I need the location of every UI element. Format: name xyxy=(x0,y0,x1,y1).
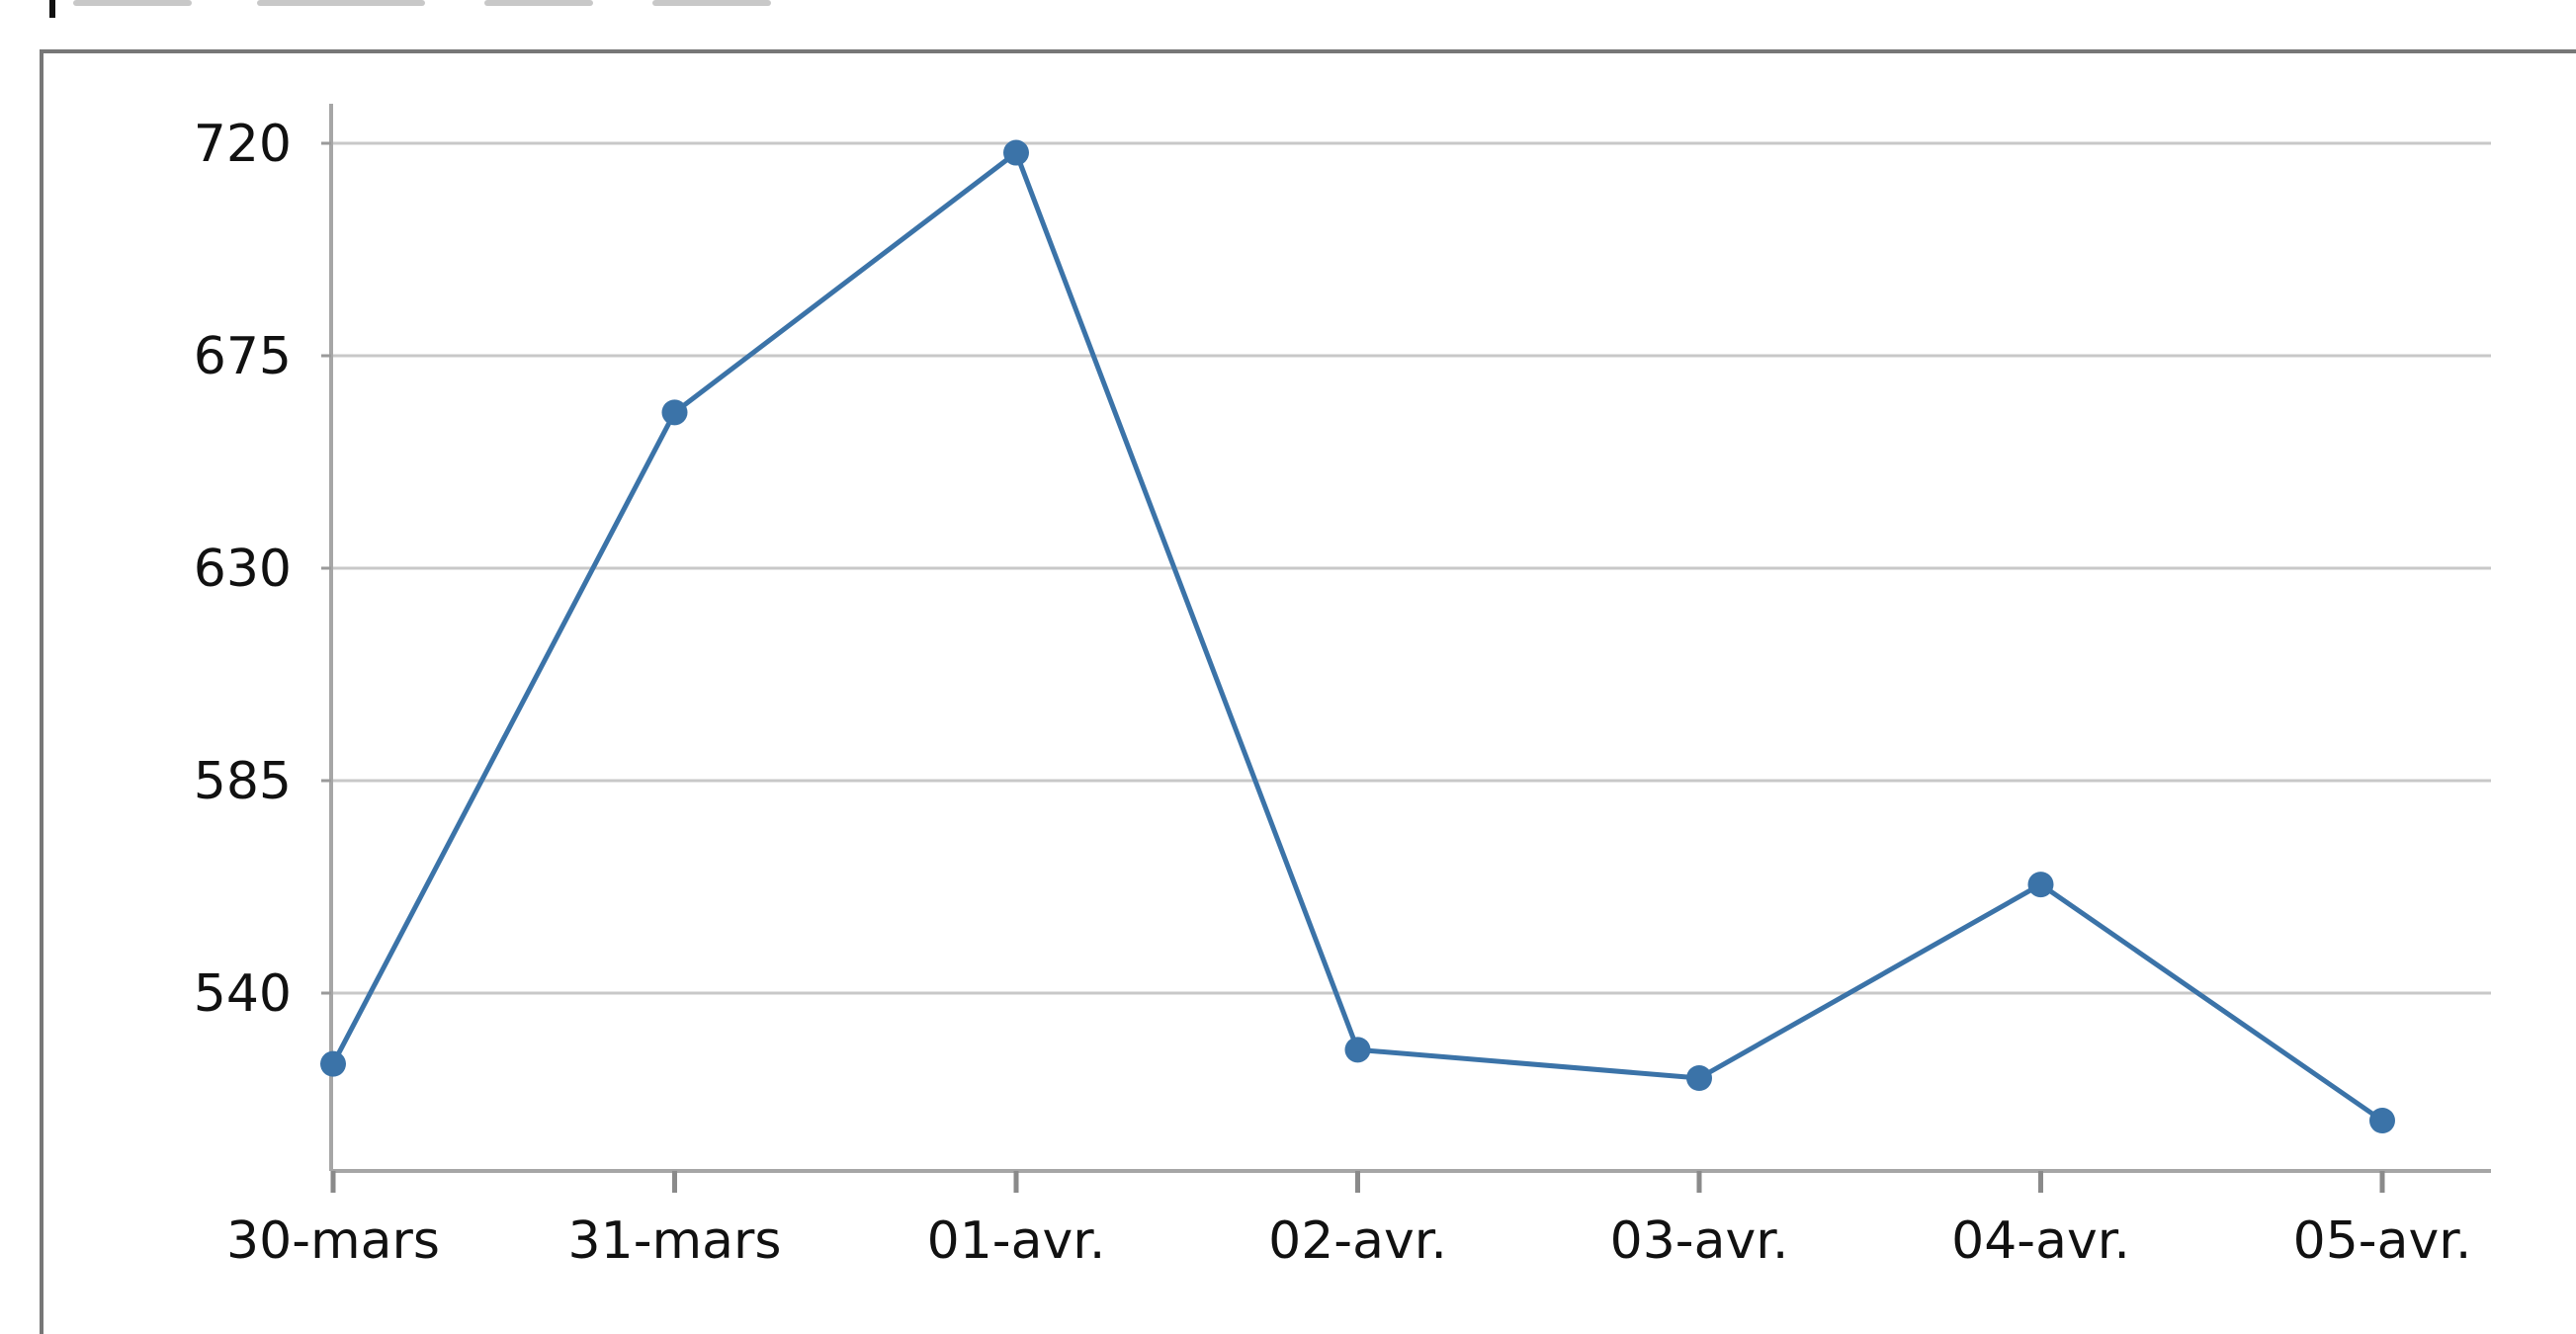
data-point xyxy=(1344,1037,1371,1063)
series-line xyxy=(330,150,2384,1124)
axes-layer xyxy=(329,104,2491,1173)
ticks-layer xyxy=(321,141,2385,1193)
line-chart: 540 585 630 675 720 30-mars 31-mars 01-avr. 02-a… xyxy=(194,104,2491,1271)
data-point xyxy=(2027,872,2054,898)
x-tick-label: 03-avr. xyxy=(1610,1211,1789,1271)
grid-layer xyxy=(331,141,2491,995)
series-layer xyxy=(320,139,2395,1133)
data-point xyxy=(320,1050,346,1077)
x-tick-label: 04-avr. xyxy=(1951,1211,2130,1271)
data-point xyxy=(1003,139,1029,166)
x-tick-label: 31-mars xyxy=(568,1211,782,1271)
y-tick-label: 540 xyxy=(194,964,292,1024)
y-tick-label: 720 xyxy=(194,115,292,174)
labels-layer: 540 585 630 675 720 30-mars 31-mars 01-avr. 02-a… xyxy=(194,115,2472,1271)
data-point xyxy=(1686,1065,1712,1091)
data-point xyxy=(661,399,688,426)
chart-frame xyxy=(40,49,2576,1334)
x-tick-label: 02-avr. xyxy=(1268,1211,1447,1271)
x-tick-label: 05-avr. xyxy=(2293,1211,2472,1271)
y-tick-label: 630 xyxy=(194,540,292,599)
y-tick-label: 585 xyxy=(194,752,292,811)
x-tick-label: 30-mars xyxy=(226,1211,440,1271)
y-tick-label: 675 xyxy=(194,327,292,386)
x-tick-label: 01-avr. xyxy=(927,1211,1106,1271)
data-point xyxy=(2369,1108,2395,1133)
